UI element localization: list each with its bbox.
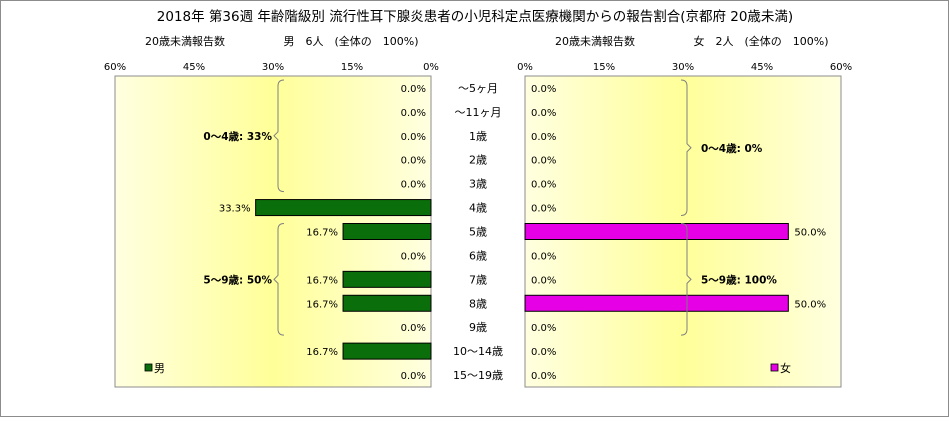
male-data-label: 0.0%: [401, 108, 426, 119]
male-data-label: 16.7%: [306, 347, 338, 358]
female-age-group-annotation: 5～9歳: 100%: [701, 273, 777, 286]
category-label: 3歳: [469, 178, 487, 191]
male-x-tick-label: 15%: [341, 62, 363, 73]
female-data-label: 0.0%: [531, 347, 556, 358]
category-label: 10～14歳: [453, 345, 503, 358]
category-label: ～5ヶ月: [458, 82, 498, 95]
category-label: 2歳: [469, 154, 487, 167]
female-x-tick-label: 30%: [672, 62, 694, 73]
male-bar: [342, 223, 432, 240]
male-data-label: 0.0%: [401, 323, 426, 334]
female-x-tick-label: 0%: [517, 62, 533, 73]
category-label: ～11ヶ月: [455, 106, 502, 119]
male-header-left: 20歳未満報告数: [145, 35, 225, 48]
category-label: 6歳: [469, 249, 487, 262]
category-label: 7歳: [469, 273, 487, 286]
male-data-label: 0.0%: [401, 84, 426, 95]
female-data-label: 0.0%: [531, 156, 556, 167]
female-age-group-bracket: [680, 79, 692, 217]
chart-title: 2018年 第36週 年齢階級別 流行性耳下腺炎患者の小児科定点医療機関からの報…: [157, 8, 793, 25]
category-label: 8歳: [469, 297, 487, 310]
female-data-label: 0.0%: [531, 132, 556, 143]
female-x-tick-label: 60%: [830, 62, 852, 73]
female-legend-swatch: [770, 363, 779, 372]
male-age-group-annotation: 0～4歳: 33%: [203, 130, 272, 143]
male-x-tick-label: 60%: [104, 62, 126, 73]
male-data-label: 0.0%: [401, 132, 426, 143]
female-bar: [524, 294, 789, 312]
male-x-tick-label: 30%: [262, 62, 284, 73]
female-data-label: 0.0%: [531, 251, 556, 262]
category-label: 9歳: [469, 321, 487, 334]
male-legend-label: 男: [154, 362, 165, 375]
female-data-label: 50.0%: [794, 228, 826, 239]
male-bar: [342, 294, 432, 312]
female-data-label: 0.0%: [531, 180, 556, 191]
male-data-label: 16.7%: [306, 299, 338, 310]
male-data-label: 16.7%: [306, 275, 338, 286]
category-label: 4歳: [469, 202, 487, 215]
female-x-tick-label: 15%: [593, 62, 615, 73]
male-data-label: 0.0%: [401, 251, 426, 262]
category-label: 15～19歳: [453, 369, 503, 382]
male-legend-swatch: [144, 363, 153, 372]
female-data-label: 0.0%: [531, 108, 556, 119]
female-bar: [524, 223, 789, 240]
category-label: 1歳: [469, 130, 487, 143]
female-age-group-annotation: 0～4歳: 0%: [701, 142, 763, 155]
male-age-group-annotation: 5～9歳: 50%: [203, 273, 272, 286]
category-label: 5歳: [469, 226, 487, 239]
male-age-group-bracket: [273, 223, 285, 336]
female-legend-label: 女: [780, 361, 791, 375]
male-data-label: 0.0%: [401, 156, 426, 167]
male-bar: [255, 199, 432, 217]
female-data-label: 0.0%: [531, 323, 556, 334]
male-bar: [342, 270, 432, 288]
male-x-tick-label: 0%: [423, 62, 439, 73]
male-x-tick-label: 45%: [183, 62, 205, 73]
male-data-label: 0.0%: [401, 180, 426, 191]
female-data-label: 0.0%: [531, 84, 556, 95]
female-data-label: 50.0%: [794, 299, 826, 310]
female-header-left: 20歳未満報告数: [555, 35, 635, 48]
female-header-right: 女 2人 (全体の 100%): [693, 34, 828, 48]
female-data-label: 0.0%: [531, 204, 556, 215]
male-header-right: 男 6人 (全体の 100%): [283, 34, 418, 48]
male-data-label: 33.3%: [219, 204, 251, 215]
female-age-group-bracket: [680, 223, 692, 336]
female-data-label: 0.0%: [531, 371, 556, 382]
male-age-group-bracket: [273, 79, 285, 193]
female-x-tick-label: 45%: [751, 62, 773, 73]
female-data-label: 0.0%: [531, 275, 556, 286]
male-data-label: 0.0%: [401, 371, 426, 382]
male-data-label: 16.7%: [306, 228, 338, 239]
male-bar: [342, 342, 432, 360]
